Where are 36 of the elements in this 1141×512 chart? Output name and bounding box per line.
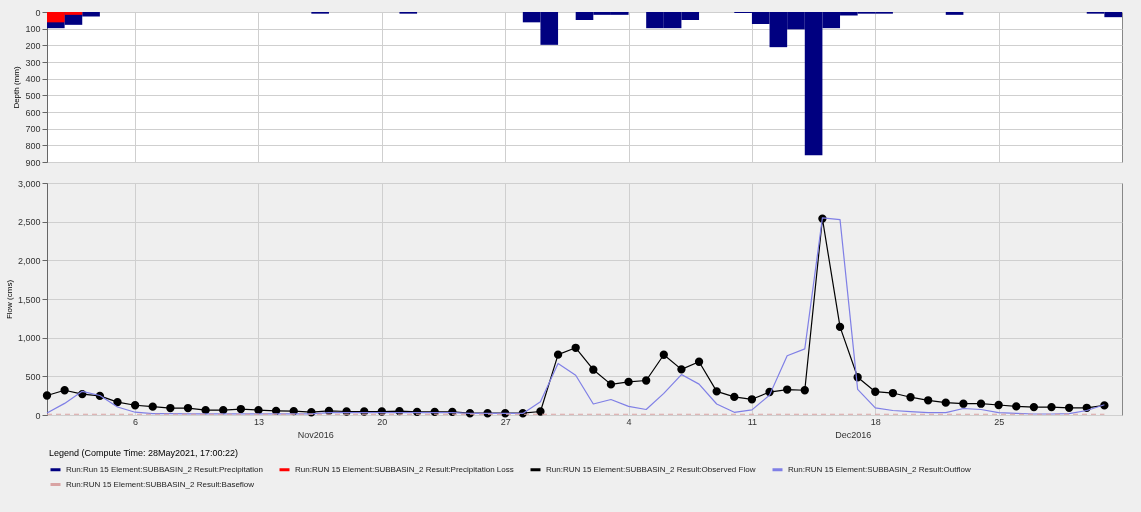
bar [945, 12, 964, 15]
y-tick-label: 1,500 [17, 294, 41, 305]
y-tick-label: 0 [35, 410, 41, 421]
y-tick-label: 700 [25, 124, 41, 135]
y-tick-label: 500 [25, 90, 41, 101]
y-axis-title: Flow (cms) [4, 279, 14, 320]
y-tick-label: 100 [25, 24, 41, 35]
legend-title: Legend (Compute Time: 28May2021, 17:00:22) [49, 448, 239, 458]
y-tick-label: 600 [25, 107, 41, 118]
y-tick-label: 2,500 [17, 217, 41, 228]
legend-label: Run:Run 15 Element:SUBBASIN_2 Result:Precipitation [66, 464, 263, 474]
x-tick-label: 25 [994, 416, 1005, 427]
y-tick-label: 300 [25, 57, 41, 68]
y-tick-label: 400 [25, 74, 41, 85]
y-tick-label: 0 [35, 7, 41, 18]
x-tick-label: 13 [253, 416, 264, 427]
text: Nov2016 [297, 430, 334, 440]
y-tick-label: 900 [25, 157, 41, 168]
y-axis-title: Depth (mm) [12, 66, 22, 109]
x-tick-label: 27 [500, 416, 511, 427]
x-tick-label: 6 [133, 416, 139, 427]
x-tick-label: 20 [377, 416, 388, 427]
x-tick-label: 18 [870, 416, 881, 427]
y-tick-label: 800 [25, 140, 41, 151]
x-tick-label: 11 [747, 416, 758, 427]
x-tick-label: 4 [626, 416, 632, 427]
y-tick-label: 2,000 [17, 255, 41, 266]
legend-label: Run:RUN 15 Element:SUBBASIN_2 Result:Precipitation Loss [295, 464, 514, 474]
y-tick-label: 3,000 [17, 178, 41, 189]
legend-label: Run:RUN 15 Element:SUBBASIN_2 Result:Baseflow [66, 479, 255, 489]
legend-label: Run:RUN 15 Element:SUBBASIN_2 Result:Observed Flow [546, 464, 756, 474]
y-tick-label: 200 [25, 40, 41, 51]
y-tick-label: 500 [25, 371, 41, 382]
text: Dec2016 [835, 430, 872, 440]
legend-label: Run:RUN 15 Element:SUBBASIN_2 Result:Outflow [788, 464, 971, 474]
y-tick-label: 1,000 [17, 333, 41, 344]
